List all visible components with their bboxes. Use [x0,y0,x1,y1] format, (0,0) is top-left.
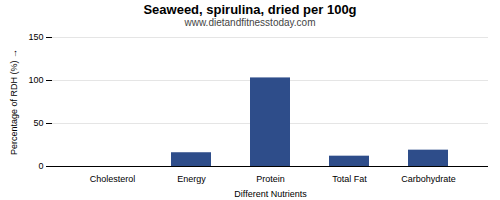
svg-text:Percentage of RDH (%) →: Percentage of RDH (%) → [9,49,19,155]
svg-text:Cholesterol: Cholesterol [90,174,136,184]
svg-text:50: 50 [33,118,43,128]
svg-text:Total Fat: Total Fat [332,174,367,184]
svg-text:Energy: Energy [177,174,206,184]
svg-text:Protein: Protein [256,174,285,184]
html-text:www.dietandfitnesstoday.com: www.dietandfitnesstoday.com [184,17,316,28]
svg-text:Carbohydrate: Carbohydrate [401,174,456,184]
svg-text:Different Nutrients: Different Nutrients [234,189,307,199]
html-text:Seaweed, spirulina, dried per: Seaweed, spirulina, dried per 100g [143,2,357,17]
svg-text:100: 100 [28,75,43,85]
svg-text:150: 150 [28,32,43,42]
svg-text:0: 0 [38,161,43,171]
